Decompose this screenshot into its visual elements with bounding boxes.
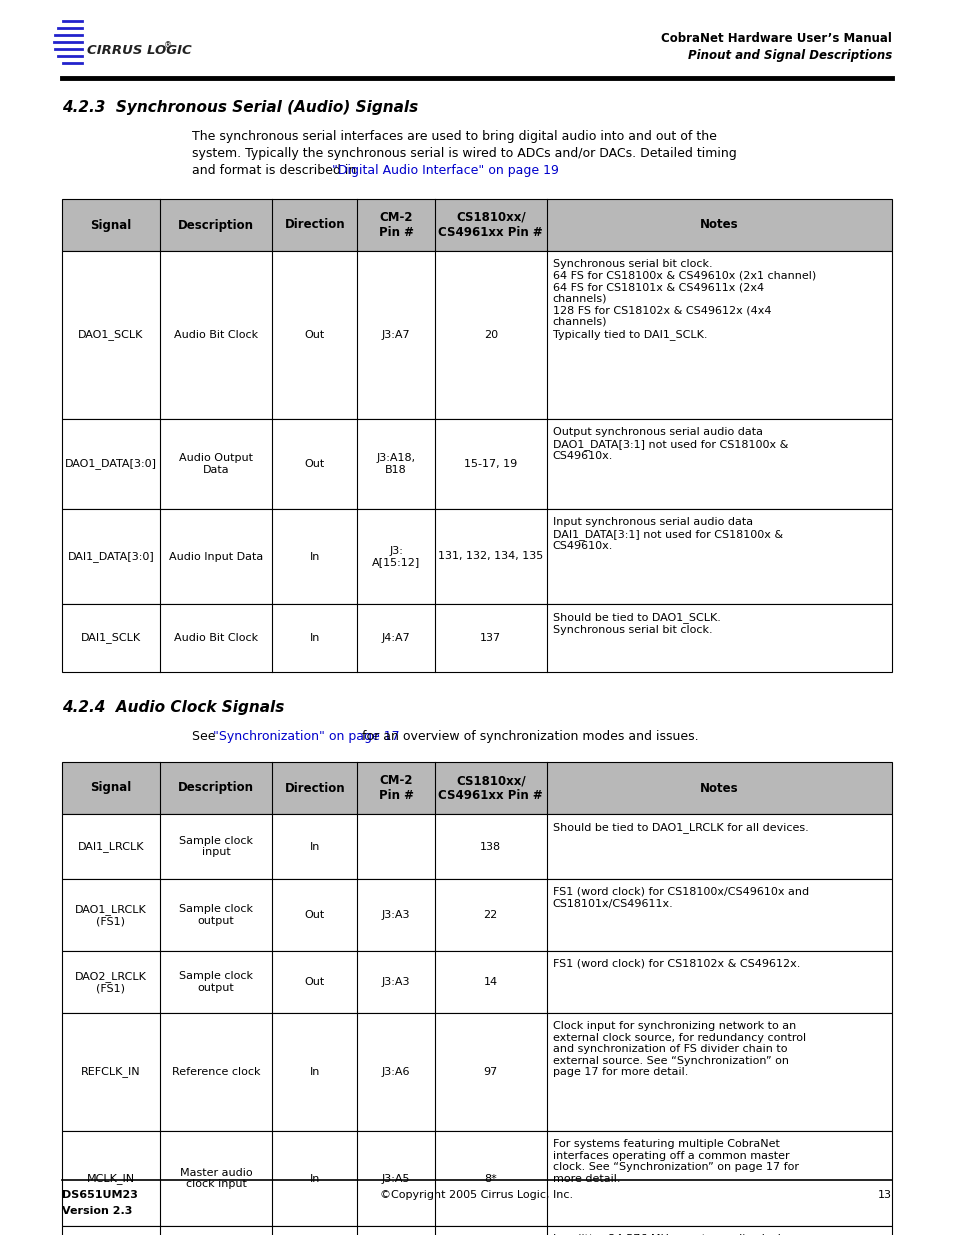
Text: system. Typically the synchronous serial is wired to ADCs and/or DACs. Detailed : system. Typically the synchronous serial… xyxy=(192,147,736,161)
Bar xyxy=(62,199,891,251)
Bar xyxy=(62,951,891,1013)
Text: CobraNet Hardware User’s Manual: CobraNet Hardware User’s Manual xyxy=(660,32,891,44)
Text: CS1810xx/
CS4961xx Pin #: CS1810xx/ CS4961xx Pin # xyxy=(438,774,542,802)
Text: "Synchronization" on page 17: "Synchronization" on page 17 xyxy=(213,730,399,743)
Text: J3:A6: J3:A6 xyxy=(381,1067,410,1077)
Text: For systems featuring multiple CobraNet
interfaces operating off a common master: For systems featuring multiple CobraNet … xyxy=(552,1139,798,1184)
Text: Input synchronous serial audio data
DAI1_DATA[3:1] not used for CS18100x &
CS496: Input synchronous serial audio data DAI1… xyxy=(552,517,782,551)
Text: 137: 137 xyxy=(479,634,500,643)
Text: Master audio
clock input: Master audio clock input xyxy=(179,1168,252,1189)
Text: Out: Out xyxy=(304,330,325,340)
Text: In: In xyxy=(309,552,319,562)
Text: ®: ® xyxy=(164,42,172,51)
Text: Audio Input Data: Audio Input Data xyxy=(169,552,263,562)
Text: MCLK_IN: MCLK_IN xyxy=(87,1173,135,1184)
Text: Description: Description xyxy=(178,219,253,231)
Text: CM-2
Pin #: CM-2 Pin # xyxy=(378,774,413,802)
Text: J3:A3: J3:A3 xyxy=(381,977,410,987)
Text: Version 2.3: Version 2.3 xyxy=(62,1207,132,1216)
Text: 22: 22 xyxy=(483,910,497,920)
Text: Notes: Notes xyxy=(700,219,738,231)
Bar xyxy=(62,762,891,814)
Text: Sample clock
output: Sample clock output xyxy=(179,971,253,993)
Text: 14: 14 xyxy=(483,977,497,987)
Text: Audio Output
Data: Audio Output Data xyxy=(179,453,253,474)
Text: CM-2
Pin #: CM-2 Pin # xyxy=(378,211,413,240)
Text: Should be tied to DAO1_SCLK.
Synchronous serial bit clock.: Should be tied to DAO1_SCLK. Synchronous… xyxy=(552,613,720,635)
Text: See: See xyxy=(192,730,219,743)
Text: CS1810xx/
CS4961xx Pin #: CS1810xx/ CS4961xx Pin # xyxy=(438,211,542,240)
Text: CIRRUS LOGIC: CIRRUS LOGIC xyxy=(87,43,192,57)
Text: DAI1_DATA[3:0]: DAI1_DATA[3:0] xyxy=(68,551,154,562)
Text: Sample clock
input: Sample clock input xyxy=(179,836,253,857)
Text: Signal: Signal xyxy=(91,782,132,794)
Text: J3:A18,
B18: J3:A18, B18 xyxy=(376,453,416,474)
Text: and format is described in: and format is described in xyxy=(192,164,360,177)
Text: Direction: Direction xyxy=(284,782,345,794)
Text: Pinout and Signal Descriptions: Pinout and Signal Descriptions xyxy=(687,48,891,62)
Bar xyxy=(62,604,891,672)
Text: In: In xyxy=(309,1067,319,1077)
Text: Output synchronous serial audio data
DAO1_DATA[3:1] not used for CS18100x &
CS49: Output synchronous serial audio data DAO… xyxy=(552,427,787,461)
Text: Direction: Direction xyxy=(284,219,345,231)
Text: DAI1_LRCLK: DAI1_LRCLK xyxy=(77,841,144,852)
Text: FS1 (word clock) for CS18100x/CS49610x and
CS18101x/CS49611x.: FS1 (word clock) for CS18100x/CS49610x a… xyxy=(552,887,808,909)
Text: for an overview of synchronization modes and issues.: for an overview of synchronization modes… xyxy=(357,730,698,743)
Text: Audio Bit Clock: Audio Bit Clock xyxy=(173,634,257,643)
Text: In: In xyxy=(309,634,319,643)
Text: Out: Out xyxy=(304,910,325,920)
Text: REFCLK_IN: REFCLK_IN xyxy=(81,1067,141,1077)
Text: Sample clock
output: Sample clock output xyxy=(179,904,253,926)
Text: J3:A7: J3:A7 xyxy=(381,330,410,340)
Text: "Digital Audio Interface" on page 19: "Digital Audio Interface" on page 19 xyxy=(332,164,558,177)
Text: J3:A5: J3:A5 xyxy=(381,1173,410,1183)
Text: 131, 132, 134, 135: 131, 132, 134, 135 xyxy=(437,552,543,562)
Text: 97: 97 xyxy=(483,1067,497,1077)
Text: Clock input for synchronizing network to an
external clock source, for redundanc: Clock input for synchronizing network to… xyxy=(552,1021,805,1077)
Text: In: In xyxy=(309,841,319,851)
Text: 4.2.3  Synchronous Serial (Audio) Signals: 4.2.3 Synchronous Serial (Audio) Signals xyxy=(62,100,417,115)
Text: Description: Description xyxy=(178,782,253,794)
Text: Notes: Notes xyxy=(700,782,738,794)
Text: Should be tied to DAO1_LRCLK for all devices.: Should be tied to DAO1_LRCLK for all dev… xyxy=(552,823,807,832)
Text: Synchronous serial bit clock.
64 FS for CS18100x & CS49610x (2x1 channel)
64 FS : Synchronous serial bit clock. 64 FS for … xyxy=(552,259,815,340)
Text: 20: 20 xyxy=(483,330,497,340)
Text: DAO2_LRCLK
(FS1): DAO2_LRCLK (FS1) xyxy=(75,971,147,993)
Text: DAO1_DATA[3:0]: DAO1_DATA[3:0] xyxy=(65,458,157,469)
Text: Reference clock: Reference clock xyxy=(172,1067,260,1077)
Text: 138: 138 xyxy=(479,841,500,851)
Bar xyxy=(62,1013,891,1131)
Text: DAI1_SCLK: DAI1_SCLK xyxy=(81,632,141,643)
Text: J4:A7: J4:A7 xyxy=(381,634,410,643)
Text: DAO1_LRCLK
(FS1): DAO1_LRCLK (FS1) xyxy=(75,904,147,926)
Text: FS1 (word clock) for CS18102x & CS49612x.: FS1 (word clock) for CS18102x & CS49612x… xyxy=(552,960,800,969)
Text: 15-17, 19: 15-17, 19 xyxy=(463,459,517,469)
Text: .: . xyxy=(517,164,522,177)
Text: J3:A3: J3:A3 xyxy=(381,910,410,920)
Bar xyxy=(62,1226,891,1235)
Text: Audio Bit Clock: Audio Bit Clock xyxy=(173,330,257,340)
Text: 8*: 8* xyxy=(484,1173,497,1183)
Bar xyxy=(62,814,891,879)
Text: The synchronous serial interfaces are used to bring digital audio into and out o: The synchronous serial interfaces are us… xyxy=(192,130,716,143)
Text: ©Copyright 2005 Cirrus Logic, Inc.: ©Copyright 2005 Cirrus Logic, Inc. xyxy=(380,1191,573,1200)
Text: In: In xyxy=(309,1173,319,1183)
Bar xyxy=(62,1131,891,1226)
Text: J3:
A[15:12]: J3: A[15:12] xyxy=(372,546,419,567)
Text: 4.2.4  Audio Clock Signals: 4.2.4 Audio Clock Signals xyxy=(62,700,284,715)
Bar xyxy=(62,419,891,509)
Text: Signal: Signal xyxy=(91,219,132,231)
Text: Out: Out xyxy=(304,977,325,987)
Text: 13: 13 xyxy=(877,1191,891,1200)
Bar xyxy=(62,509,891,604)
Text: DS651UM23: DS651UM23 xyxy=(62,1191,138,1200)
Text: Out: Out xyxy=(304,459,325,469)
Bar xyxy=(62,879,891,951)
Text: DAO1_SCLK: DAO1_SCLK xyxy=(78,330,144,341)
Bar xyxy=(62,251,891,419)
